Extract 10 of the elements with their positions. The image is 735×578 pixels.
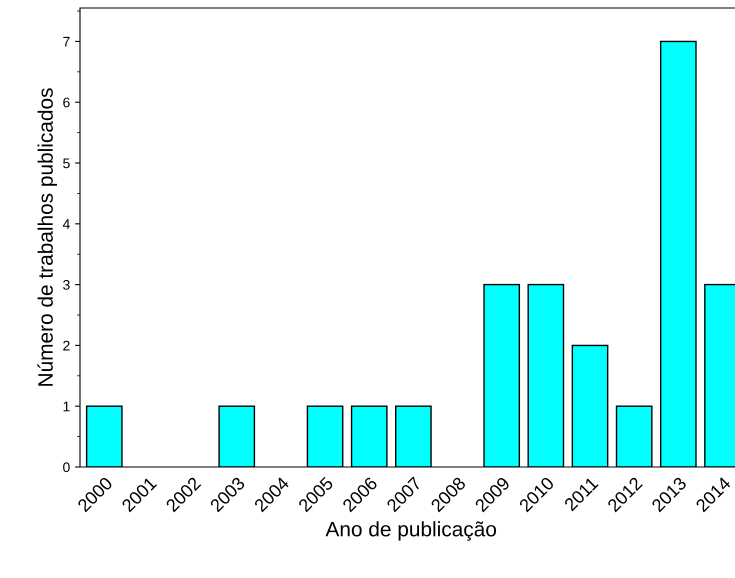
y-tick-label: 2 (63, 340, 70, 350)
y-tick-label: 3 (63, 280, 70, 290)
y-tick-label: 4 (62, 219, 70, 229)
y-tick-label: 6 (63, 98, 70, 108)
y-tick-label: 5 (63, 158, 70, 168)
y-tick-label: 7 (63, 36, 70, 46)
y-axis-title: Número de trabalhos publicados (37, 88, 57, 386)
x-axis-title: Ano de publicação (326, 521, 496, 541)
y-tick-label: 1 (64, 402, 70, 412)
y-tick-label: 0 (63, 462, 70, 472)
